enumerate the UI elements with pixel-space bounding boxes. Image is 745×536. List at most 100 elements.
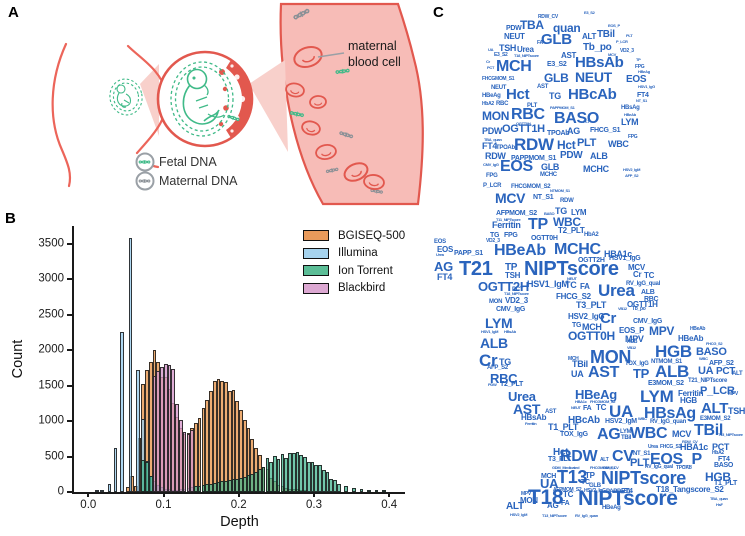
histogram-bar (299, 455, 304, 492)
histogram-bar (197, 485, 202, 492)
zoom-beam-2 (249, 60, 288, 152)
wordcloud-word: AFP_S2 (625, 173, 639, 178)
wordcloud-word: NT_S1 (636, 98, 647, 103)
wordcloud-word: WBC (553, 215, 581, 229)
wordcloud-word: Urea (517, 45, 534, 54)
wordcloud-word: TOX_IgG (625, 361, 649, 367)
wordcloud-word: AST (561, 51, 577, 60)
wordcloud-word: MCHC (554, 241, 601, 258)
wordcloud-word: Hct (553, 447, 569, 458)
histogram-bar (276, 459, 281, 492)
wordcloud-word: HBcAb (568, 415, 600, 426)
fetus-large (170, 61, 234, 137)
y-tick-label: 3000 (38, 272, 64, 285)
y-tick (67, 384, 72, 387)
wordcloud-word: FHCGMOM_S1 (482, 76, 515, 82)
word-cloud: RDW_CV TBA quan E3_S2 EOS_P PDW NEUT GLB ALT TBil… (432, 8, 745, 536)
x-tick-label: 0.3 (306, 499, 322, 511)
wordcloud-word: RDW (560, 448, 598, 465)
wordcloud-word: MCH (541, 473, 557, 480)
histogram-bar (167, 365, 172, 492)
y-tick-label: 0 (57, 485, 64, 498)
zoom-beam-1 (140, 64, 159, 136)
wordcloud-word: PLT (626, 33, 633, 38)
histogram-bar (182, 432, 187, 492)
wordcloud-word: HSV2_IgM (623, 167, 641, 172)
wordcloud-word: LYM (485, 315, 513, 331)
x-tick (87, 492, 90, 497)
histogram-bar (284, 458, 289, 492)
histogram-bar (306, 461, 311, 492)
wordcloud-word: AG (547, 501, 559, 510)
wordcloud-word: T3_PLT (548, 456, 571, 463)
wordcloud-word: TC (596, 403, 607, 412)
wordcloud-word: BASO (554, 110, 600, 127)
wordcloud-word: HsF (716, 502, 723, 507)
wordcloud-word: RDW (485, 151, 506, 161)
pregnancy-illustration: maternal blood cell Fetal DNA Maternal D… (51, 2, 424, 206)
fetal-dna-legend-label: Fetal DNA (159, 155, 217, 169)
wordcloud-word: RBC (490, 371, 518, 386)
wordcloud-word: FT4 (637, 92, 649, 99)
wordcloud-word: NEUT (567, 276, 577, 281)
legend-row: Blackbird (303, 280, 405, 298)
wordcloud-word: AG (597, 426, 621, 443)
x-tick-label: 0.4 (381, 499, 398, 511)
histogram-bar (352, 487, 356, 492)
wordcloud-word: PAPPMOM_S1 (511, 155, 557, 162)
wordcloud-word: NEUT (571, 405, 581, 410)
wordcloud-word: HBeAb (690, 326, 706, 332)
wordcloud-word: TG (549, 91, 561, 101)
wordcloud-word: WBC (608, 139, 629, 149)
wordcloud-word: RV_IgG_quan (650, 419, 686, 425)
histogram-bar (178, 420, 183, 492)
wordcloud-word: Cr (633, 270, 642, 279)
maternal-blood-cell-label-line1: maternal (348, 39, 397, 53)
wordcloud-word: MCH (582, 322, 602, 332)
wordcloud-word: ALB (641, 289, 655, 296)
wordcloud-word: T3_PLT (576, 300, 607, 310)
histogram-bar (261, 466, 266, 492)
y-tick (67, 420, 72, 423)
wordcloud-word: Cr (600, 310, 617, 327)
wordcloud-word: HSV1_IgM (527, 279, 569, 289)
wordcloud-word: TP (636, 57, 641, 62)
panel-a-label: A (8, 4, 19, 21)
histogram-bar (374, 490, 379, 492)
wordcloud-word: HBeAb (678, 334, 704, 343)
wordcloud-word: PDW (506, 25, 522, 32)
wordcloud-word: TP (585, 471, 595, 480)
wordcloud-word: FA (537, 40, 543, 46)
wordcloud-word: MCH (496, 58, 532, 75)
wordcloud-word: NEUT (491, 85, 507, 91)
wordcloud-word: T18_NIPTscore (514, 53, 539, 58)
histogram-bar (336, 483, 341, 492)
histogram-bar (273, 455, 277, 492)
y-tick-label: 2500 (38, 308, 64, 321)
wordcloud-word: PLT (527, 103, 537, 109)
y-tick (67, 491, 72, 493)
histogram-bar (269, 461, 273, 492)
wordcloud-word: OGTT0H (531, 235, 558, 242)
wordcloud-word: TG (572, 322, 582, 329)
histogram-bar (156, 371, 161, 492)
wordcloud-word: TBil (621, 435, 632, 441)
wordcloud-word: ALT (600, 457, 609, 463)
histogram-bar (209, 483, 213, 492)
histogram-bar (321, 470, 326, 492)
wordcloud-word: OGTT2H (578, 257, 605, 264)
x-tick-label: 0.0 (80, 499, 97, 511)
histogram-bar (171, 369, 176, 492)
wordcloud-word: T1_PLT (548, 422, 579, 432)
fetus-small (109, 78, 143, 116)
wordcloud-word: TC (563, 490, 574, 499)
wordcloud-word: CMV_IgG (496, 306, 526, 313)
wordcloud-word: RBC (511, 106, 545, 123)
wordcloud-word: NT_S1 (633, 451, 651, 457)
wordcloud-word: CMV_IgG (483, 162, 499, 167)
histogram-bar (212, 482, 217, 492)
wordcloud-word: MPV (521, 491, 531, 497)
wordcloud-word: WBC (699, 356, 708, 361)
y-tick (67, 278, 72, 281)
histogram-bar (246, 475, 251, 492)
